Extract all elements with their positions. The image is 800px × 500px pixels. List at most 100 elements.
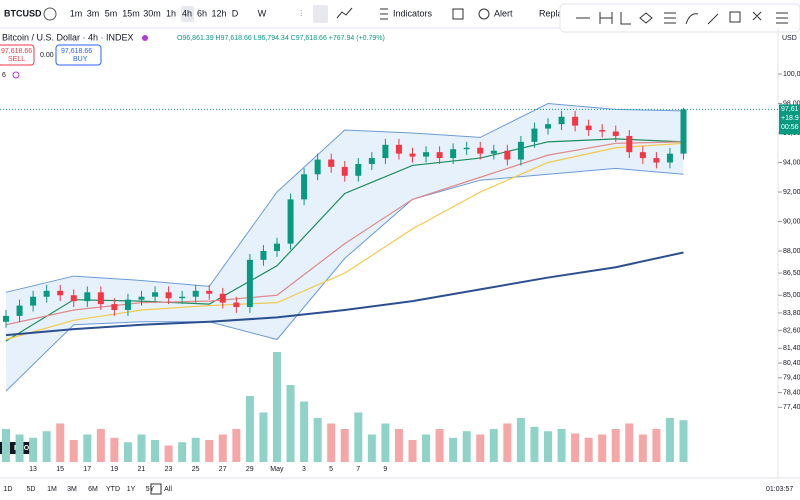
indicators-button[interactable]: Indicators bbox=[393, 8, 433, 18]
volume-bar bbox=[422, 434, 431, 462]
time-label: 7 bbox=[356, 466, 360, 473]
range-button[interactable]: 1Y bbox=[127, 486, 136, 493]
candle-body bbox=[97, 292, 104, 305]
time-label: 17 bbox=[83, 466, 91, 473]
alert-icon[interactable] bbox=[478, 8, 490, 20]
interval[interactable]: D bbox=[232, 8, 239, 18]
layouts-icon[interactable] bbox=[452, 8, 464, 20]
candle-body bbox=[436, 152, 443, 159]
candle-body bbox=[680, 109, 687, 154]
price-tick-label: 82,60 bbox=[783, 327, 800, 334]
interval[interactable]: 6h bbox=[197, 8, 207, 18]
volume-bar bbox=[151, 440, 160, 462]
candle-body bbox=[341, 166, 348, 176]
range-button[interactable]: 1D bbox=[4, 486, 13, 493]
candle-body bbox=[653, 158, 660, 163]
indicator-icon[interactable] bbox=[12, 71, 20, 79]
interval[interactable]: 30m bbox=[143, 8, 161, 18]
volume-bar bbox=[381, 423, 390, 462]
clock: 01:03:57 bbox=[766, 486, 793, 493]
volume-bar bbox=[42, 431, 51, 462]
time-label: 19 bbox=[110, 466, 118, 473]
sell-button[interactable] bbox=[0, 44, 35, 66]
ohlc-values: O96,861.39 H97,618.66 L96,794.34 C97,618… bbox=[177, 35, 385, 42]
drawing-tools[interactable] bbox=[576, 11, 788, 25]
volume-bar bbox=[29, 437, 38, 462]
symbol[interactable]: BTCUSD bbox=[4, 8, 42, 18]
volume-bar bbox=[462, 431, 471, 462]
price-tick-label: 78,40 bbox=[783, 389, 800, 396]
interval[interactable]: 3m bbox=[87, 8, 100, 18]
candle-body bbox=[558, 116, 565, 125]
range-button[interactable]: 1M bbox=[47, 486, 57, 493]
add-symbol[interactable] bbox=[43, 7, 57, 21]
sell-label[interactable]: SELL bbox=[8, 56, 25, 63]
range-button[interactable]: 5Y bbox=[146, 486, 155, 493]
volume-bar bbox=[178, 442, 187, 462]
volume-bar bbox=[354, 412, 363, 462]
interval[interactable]: W bbox=[258, 8, 267, 18]
candle-body bbox=[301, 174, 308, 200]
interval[interactable]: 1h bbox=[166, 8, 176, 18]
bollinger-fill bbox=[6, 103, 684, 392]
moving-average bbox=[5, 141, 684, 326]
range-group: 1D 5D 1M 3M 6M YTD 1Y 5Y All bbox=[4, 486, 173, 493]
price-tick-label: 88,00 bbox=[783, 248, 800, 255]
candle-body bbox=[666, 153, 673, 163]
indicator-count[interactable]: 6 bbox=[2, 72, 6, 79]
time-label: 5 bbox=[329, 466, 333, 473]
candle-body bbox=[124, 299, 131, 310]
time-label: May bbox=[270, 466, 284, 473]
interval[interactable]: 15m bbox=[122, 8, 140, 18]
range-button[interactable]: 6M bbox=[88, 486, 98, 493]
range-button[interactable]: YTD bbox=[106, 486, 120, 493]
goto-date[interactable] bbox=[150, 483, 162, 495]
volume-bar bbox=[2, 429, 10, 462]
replay-button[interactable]: Repla bbox=[539, 8, 563, 18]
volume-bar bbox=[245, 396, 254, 462]
line-style[interactable] bbox=[336, 7, 353, 19]
indicators-icon[interactable] bbox=[380, 8, 388, 20]
time-label: 25 bbox=[192, 466, 200, 473]
buy-button[interactable] bbox=[55, 44, 102, 66]
buy-label[interactable]: BUY bbox=[73, 56, 88, 63]
candle-body bbox=[16, 305, 23, 316]
volume-bar bbox=[123, 442, 132, 462]
volume-bar bbox=[625, 423, 634, 462]
interval[interactable]: 4h bbox=[182, 8, 192, 18]
interval[interactable]: 12h bbox=[211, 8, 226, 18]
alert-button[interactable]: Alert bbox=[494, 8, 513, 18]
range-button[interactable]: 5D bbox=[27, 486, 36, 493]
price-tick-label: 81,40 bbox=[783, 345, 800, 352]
interval[interactable]: 5m bbox=[105, 8, 118, 18]
candle-body bbox=[572, 116, 579, 126]
candle-body bbox=[423, 152, 430, 157]
candle-body bbox=[246, 259, 253, 308]
currency: USD bbox=[782, 35, 797, 42]
volume-bar bbox=[259, 412, 268, 462]
bar-style[interactable]: ⫶ bbox=[300, 8, 302, 18]
candle-body bbox=[599, 130, 606, 132]
volume-bar bbox=[516, 418, 525, 462]
price-tick-label: 92,00 bbox=[783, 189, 800, 196]
candle-body bbox=[626, 135, 633, 153]
range-button[interactable]: All bbox=[164, 486, 172, 493]
last-price-label: 97,61 bbox=[781, 106, 799, 113]
volume-bar bbox=[232, 429, 241, 462]
bollinger-lower bbox=[5, 167, 684, 392]
buy-price[interactable]: 97,618.66 bbox=[61, 48, 92, 55]
candle-style[interactable] bbox=[313, 5, 328, 23]
candle-body bbox=[612, 131, 619, 136]
volume-bar bbox=[273, 352, 281, 462]
sell-price[interactable]: 97,618.66 bbox=[1, 48, 32, 55]
candle-body bbox=[3, 315, 9, 322]
range-button[interactable]: 3M bbox=[67, 486, 77, 493]
candle-body bbox=[57, 290, 64, 296]
interval[interactable]: 1m bbox=[70, 8, 83, 18]
moving-average bbox=[5, 142, 684, 341]
volume-bar bbox=[137, 434, 146, 462]
candle-body bbox=[395, 144, 402, 154]
candle-body bbox=[179, 296, 186, 299]
chart-title: Bitcoin / U.S. Dollar · 4h · INDEX bbox=[2, 32, 134, 42]
